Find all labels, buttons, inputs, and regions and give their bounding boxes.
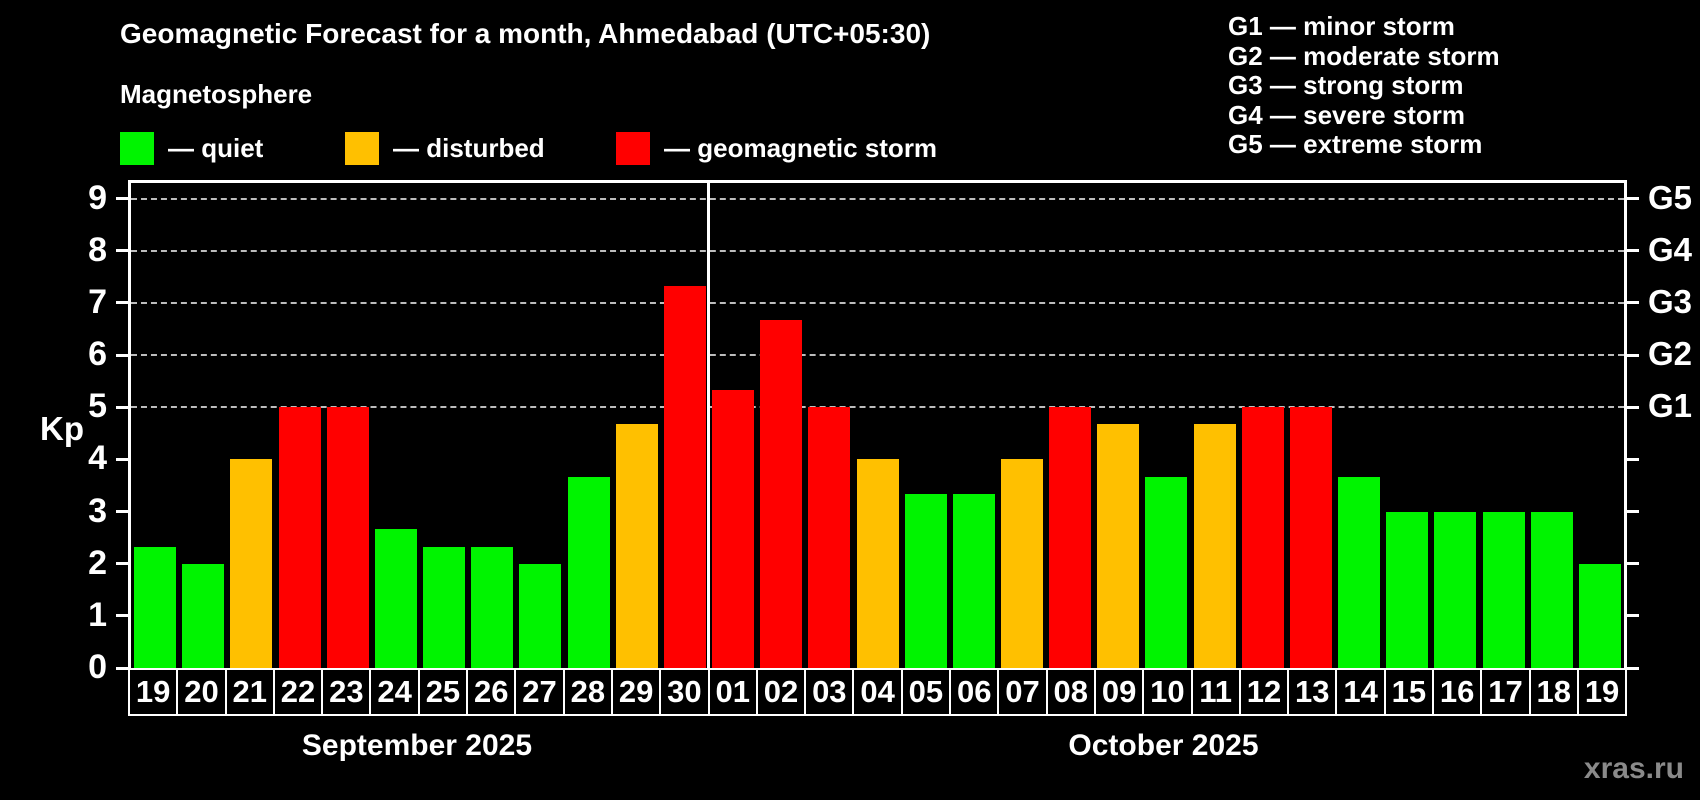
day-label-oct-08: 08 bbox=[1045, 668, 1096, 716]
day-label-sep-20: 20 bbox=[176, 668, 227, 716]
kp-bar-14 bbox=[1338, 476, 1381, 668]
kp-bar-26 bbox=[471, 546, 514, 668]
day-label-sep-26: 26 bbox=[466, 668, 517, 716]
kp-bar-15 bbox=[1386, 511, 1429, 668]
day-label-sep-25: 25 bbox=[417, 668, 469, 716]
kp-bar-06 bbox=[952, 494, 995, 668]
kp-bar-19 bbox=[1578, 563, 1621, 668]
kp-bar-01 bbox=[712, 390, 755, 668]
kp-bar-10 bbox=[1145, 476, 1188, 668]
month-label-0: September 2025 bbox=[301, 729, 533, 762]
kp-bar-28 bbox=[567, 476, 610, 668]
kp-bar-04 bbox=[856, 459, 899, 668]
plot-area bbox=[131, 183, 1624, 668]
day-label-sep-24: 24 bbox=[369, 668, 420, 716]
kp-bar-09 bbox=[1097, 424, 1140, 668]
gridline-kp9 bbox=[131, 197, 1624, 200]
kp-bar-05 bbox=[904, 494, 947, 668]
day-label-sep-19: 19 bbox=[128, 668, 179, 716]
day-label-oct-12: 12 bbox=[1238, 668, 1290, 716]
day-label-oct-07: 07 bbox=[997, 668, 1048, 716]
kp-bar-23 bbox=[326, 407, 369, 668]
kp-bar-22 bbox=[278, 407, 321, 668]
day-label-row: 19 20 21 22 23 24 25 26 27 28 29 30 01 02 03 04 05 06 07 08… bbox=[128, 668, 1628, 716]
month-label-1: October 2025 bbox=[1068, 729, 1259, 762]
gridline-kp6 bbox=[131, 354, 1624, 357]
page-title: Geomagnetic Forecast for a month, Ahmeda… bbox=[120, 18, 931, 49]
month-divider bbox=[707, 183, 711, 668]
gridline-kp7 bbox=[131, 301, 1624, 304]
plot-frame-left bbox=[128, 180, 131, 671]
kp-bar-21 bbox=[230, 459, 273, 668]
kp-bar-19 bbox=[134, 546, 177, 668]
kp-bar-27 bbox=[519, 563, 562, 668]
g-scale-legend: G1 — minor storm G2 — moderate storm G3 … bbox=[1228, 11, 1500, 160]
kp-bar-03 bbox=[808, 407, 851, 668]
legend-label-storm: — geomagnetic storm bbox=[664, 133, 938, 163]
day-label-oct-18: 18 bbox=[1528, 668, 1579, 716]
plot-frame-top bbox=[128, 180, 1627, 183]
day-label-oct-14: 14 bbox=[1335, 668, 1386, 716]
g5-legend-line: G5 — extreme storm bbox=[1228, 129, 1483, 159]
kp-bar-24 bbox=[374, 528, 417, 668]
kp-bar-20 bbox=[182, 563, 225, 668]
g3-legend-line: G3 — strong storm bbox=[1228, 70, 1464, 100]
day-label-oct-10: 10 bbox=[1142, 668, 1193, 716]
day-label-oct-16: 16 bbox=[1432, 668, 1483, 716]
kp-bar-12 bbox=[1241, 407, 1284, 668]
day-label-sep-22: 22 bbox=[272, 668, 324, 716]
gridline-kp5 bbox=[131, 406, 1624, 409]
kp-bar-11 bbox=[1193, 424, 1236, 668]
kp-bar-16 bbox=[1434, 511, 1477, 668]
kp-bar-29 bbox=[615, 424, 658, 668]
kp-bar-13 bbox=[1289, 407, 1332, 668]
kp-bar-02 bbox=[760, 320, 803, 668]
day-label-oct-02: 02 bbox=[755, 668, 807, 716]
day-label-oct-15: 15 bbox=[1383, 668, 1435, 716]
y-axis-label: Kp bbox=[40, 410, 84, 447]
day-label-oct-11: 11 bbox=[1190, 668, 1241, 716]
g4-legend-line: G4 — severe storm bbox=[1228, 99, 1466, 130]
day-label-oct-09: 09 bbox=[1093, 668, 1145, 716]
g1-legend-line: G1 — minor storm bbox=[1228, 11, 1455, 41]
day-label-sep-27: 27 bbox=[514, 668, 565, 716]
plot-frame-right bbox=[1624, 180, 1627, 671]
day-label-oct-17: 17 bbox=[1480, 668, 1531, 716]
quiet-swatch-icon bbox=[120, 132, 154, 165]
kp-bar-07 bbox=[1000, 459, 1043, 668]
storm-swatch-icon bbox=[616, 132, 650, 165]
disturbed-swatch-icon bbox=[345, 132, 379, 165]
watermark: xras.ru bbox=[1583, 752, 1684, 785]
kp-bar-08 bbox=[1049, 407, 1092, 668]
kp-bar-30 bbox=[663, 285, 706, 668]
legend-item-disturbed: — disturbed bbox=[345, 132, 545, 165]
legend-item-quiet: — quiet bbox=[120, 132, 263, 165]
day-label-oct-19: 19 bbox=[1576, 668, 1628, 716]
kp-bar-25 bbox=[423, 546, 466, 668]
g2-legend-line: G2 — moderate storm bbox=[1228, 40, 1500, 71]
day-label-oct-01: 01 bbox=[707, 668, 758, 716]
magnetosphere-label: Magnetosphere bbox=[120, 79, 313, 109]
kp-bar-18 bbox=[1530, 511, 1573, 668]
day-label-sep-21: 21 bbox=[224, 668, 275, 716]
kp-bar-17 bbox=[1482, 511, 1525, 668]
legend-label-disturbed: — disturbed bbox=[393, 133, 545, 163]
day-label-sep-23: 23 bbox=[321, 668, 372, 716]
gridline-kp8 bbox=[131, 249, 1624, 252]
day-label-oct-05: 05 bbox=[900, 668, 952, 716]
legend-label-quiet: — quiet bbox=[168, 133, 264, 163]
legend-item-storm: — geomagnetic storm bbox=[616, 132, 937, 165]
